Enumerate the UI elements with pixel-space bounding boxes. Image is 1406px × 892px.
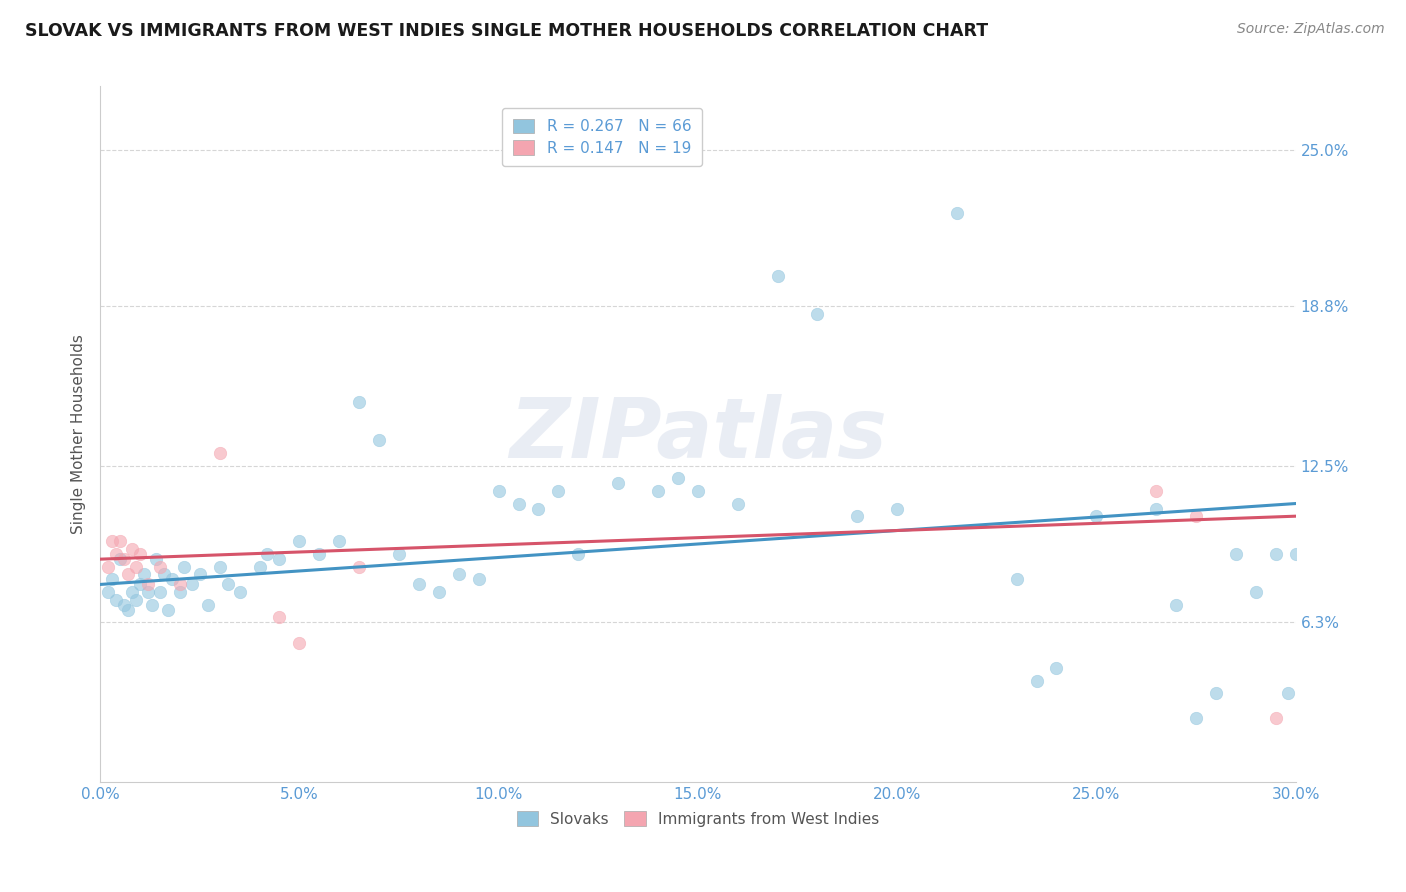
Point — [1264, 547, 1286, 561]
Point — [160, 573, 183, 587]
Point — [180, 577, 202, 591]
Text: ZIPatlas: ZIPatlas — [509, 393, 887, 475]
Point — [1205, 686, 1227, 700]
Point — [567, 547, 589, 561]
Point — [269, 610, 291, 624]
Point — [149, 585, 172, 599]
Point — [169, 577, 191, 591]
Point — [806, 307, 828, 321]
Point — [197, 598, 219, 612]
Y-axis label: Single Mother Households: Single Mother Households — [72, 334, 86, 534]
Point — [547, 483, 569, 498]
Point — [129, 547, 152, 561]
Point — [1185, 509, 1208, 524]
Point — [408, 577, 430, 591]
Point — [1244, 585, 1267, 599]
Point — [112, 598, 135, 612]
Point — [153, 567, 176, 582]
Point — [121, 542, 143, 557]
Point — [886, 501, 908, 516]
Point — [288, 635, 311, 649]
Point — [368, 434, 391, 448]
Legend: Slovaks, Immigrants from West Indies: Slovaks, Immigrants from West Indies — [510, 805, 886, 833]
Point — [112, 552, 135, 566]
Point — [467, 573, 489, 587]
Point — [145, 552, 167, 566]
Text: Source: ZipAtlas.com: Source: ZipAtlas.com — [1237, 22, 1385, 37]
Point — [388, 547, 411, 561]
Point — [447, 567, 470, 582]
Point — [1144, 483, 1167, 498]
Point — [105, 592, 128, 607]
Point — [108, 552, 131, 566]
Point — [846, 509, 869, 524]
Point — [1264, 711, 1286, 725]
Point — [1164, 598, 1187, 612]
Point — [647, 483, 669, 498]
Point — [1185, 711, 1208, 725]
Point — [347, 559, 370, 574]
Point — [946, 206, 969, 220]
Point — [121, 585, 143, 599]
Point — [149, 559, 172, 574]
Point — [173, 559, 195, 574]
Point — [136, 577, 159, 591]
Point — [129, 577, 152, 591]
Point — [156, 603, 179, 617]
Point — [1085, 509, 1108, 524]
Point — [308, 547, 330, 561]
Point — [117, 567, 139, 582]
Point — [347, 395, 370, 409]
Point — [1144, 501, 1167, 516]
Point — [105, 547, 128, 561]
Text: SLOVAK VS IMMIGRANTS FROM WEST INDIES SINGLE MOTHER HOUSEHOLDS CORRELATION CHART: SLOVAK VS IMMIGRANTS FROM WEST INDIES SI… — [25, 22, 988, 40]
Point — [1005, 573, 1028, 587]
Point — [208, 559, 231, 574]
Point — [141, 598, 163, 612]
Point — [108, 534, 131, 549]
Point — [288, 534, 311, 549]
Point — [727, 497, 749, 511]
Point — [132, 567, 155, 582]
Point — [101, 534, 124, 549]
Point — [766, 268, 789, 283]
Point — [427, 585, 450, 599]
Point — [208, 446, 231, 460]
Point — [125, 592, 148, 607]
Point — [188, 567, 211, 582]
Point — [169, 585, 191, 599]
Point — [97, 559, 120, 574]
Point — [328, 534, 350, 549]
Point — [527, 501, 550, 516]
Point — [1284, 547, 1306, 561]
Point — [1225, 547, 1247, 561]
Point — [666, 471, 689, 485]
Point — [256, 547, 278, 561]
Point — [607, 476, 630, 491]
Point — [488, 483, 510, 498]
Point — [269, 552, 291, 566]
Point — [249, 559, 271, 574]
Point — [228, 585, 250, 599]
Point — [1045, 661, 1067, 675]
Point — [686, 483, 709, 498]
Point — [508, 497, 530, 511]
Point — [101, 573, 124, 587]
Point — [136, 585, 159, 599]
Point — [97, 585, 120, 599]
Point — [125, 559, 148, 574]
Point — [217, 577, 239, 591]
Point — [1025, 673, 1047, 688]
Point — [117, 603, 139, 617]
Point — [1277, 686, 1299, 700]
